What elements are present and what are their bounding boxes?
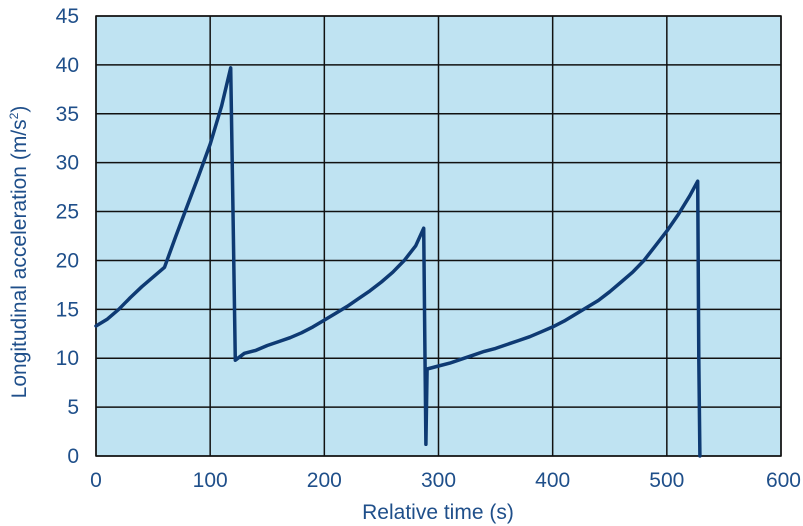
y-tick-label: 5 (67, 396, 79, 419)
y-tick-label: 40 (56, 54, 79, 77)
y-tick-labels: 0 5 10 15 20 25 30 35 40 45 (56, 5, 79, 468)
x-tick-label: 400 (535, 469, 570, 492)
y-tick-label: 30 (56, 152, 79, 175)
y-axis-title-superscript: 2 (7, 112, 21, 119)
x-tick-label: 0 (90, 469, 102, 492)
x-tick-labels: 0 100 200 300 400 500 600 (90, 469, 801, 492)
y-tick-label: 10 (56, 347, 79, 370)
y-tick-label: 25 (56, 201, 79, 224)
y-axis-title-main: Longitudinal acceleration (m/s (8, 119, 31, 398)
x-tick-label: 300 (421, 469, 456, 492)
y-tick-label: 0 (67, 445, 79, 468)
x-tick-label: 600 (766, 469, 801, 492)
grid-lines (95, 15, 782, 457)
y-tick-label: 35 (56, 103, 79, 126)
y-tick-label: 15 (56, 298, 79, 321)
series-line (94, 66, 702, 458)
x-tick-label: 100 (193, 469, 228, 492)
y-tick-label: 20 (56, 249, 79, 272)
y-tick-label: 45 (56, 5, 79, 28)
y-axis-title: Longitudinal acceleration (m/s2) (7, 106, 31, 399)
y-axis-title-close: ) (8, 106, 31, 113)
x-tick-label: 200 (307, 469, 342, 492)
x-axis-title: Relative time (s) (362, 501, 514, 524)
x-tick-label: 500 (649, 469, 684, 492)
